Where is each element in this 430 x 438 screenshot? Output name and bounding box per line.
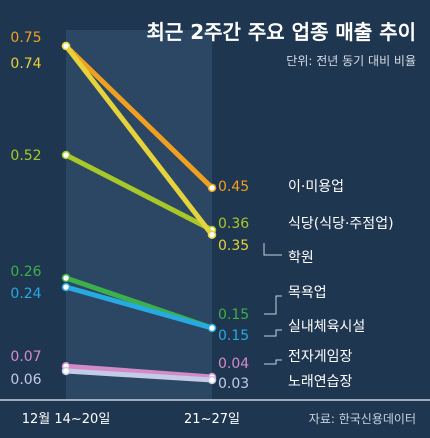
series-line-6 — [63, 368, 215, 383]
value-label-4-0: 0.24 — [10, 286, 41, 302]
value-label-1-0: 0.52 — [10, 148, 41, 164]
leader-line-4 — [264, 329, 282, 337]
leader-line-3 — [264, 295, 282, 315]
series-name-label-1: 식당(식당·주점업) — [288, 216, 394, 232]
series-line-4 — [63, 284, 215, 331]
series-name-label-0: 이·미용업 — [288, 179, 344, 195]
data-point-4-0 — [61, 282, 71, 292]
series-name-label-5: 전자게임장 — [288, 349, 353, 365]
data-point-6-0 — [61, 366, 71, 376]
series-name-label-6: 노래연습장 — [288, 374, 353, 390]
data-point-0-1 — [207, 183, 217, 193]
series-line-1 — [63, 152, 215, 233]
value-label-1-1: 0.36 — [218, 216, 249, 232]
data-point-4-1 — [207, 323, 217, 333]
series-line-2 — [63, 43, 215, 238]
value-label-2-0: 0.74 — [10, 56, 41, 72]
value-label-3-1: 0.15 — [218, 307, 249, 323]
value-label-3-0: 0.26 — [10, 264, 41, 280]
leader-line-5 — [264, 359, 282, 365]
x-tick-label-1: 21~27일 — [184, 412, 240, 427]
value-label-6-0: 0.06 — [10, 372, 41, 388]
value-label-2-1: 0.35 — [218, 238, 249, 254]
series-name-label-4: 실내체육시설 — [288, 319, 365, 335]
series-line-5 — [63, 363, 215, 380]
x-tick-label-0: 12월 14~20일 — [22, 412, 111, 427]
chart-title: 최근 2주간 주요 업종 매출 추이 — [146, 20, 416, 44]
value-label-0-1: 0.45 — [218, 179, 249, 195]
value-label-5-1: 0.04 — [218, 356, 249, 372]
data-point-6-1 — [207, 375, 217, 385]
chart-subtitle: 단위: 전년 동기 대비 비율 — [286, 54, 416, 68]
value-label-4-1: 0.15 — [218, 328, 249, 344]
data-point-2-0 — [61, 41, 71, 51]
plot-area: 0.75 0.45 이·미용업 0.52 0.36 식당(식당·주점업) 0.74 0.35 학… — [10, 30, 393, 392]
series-name-label-3: 목욕업 — [288, 285, 327, 301]
data-point-1-0 — [61, 150, 71, 160]
data-point-2-1 — [207, 230, 217, 240]
series-line-0 — [63, 43, 215, 191]
leader-line-2 — [263, 243, 282, 256]
period-band — [66, 30, 212, 400]
value-label-5-0: 0.07 — [10, 349, 41, 365]
value-label-6-1: 0.03 — [218, 376, 249, 392]
data-point-3-0 — [61, 273, 71, 283]
source-note: 자료: 한국신용데이터 — [309, 412, 416, 426]
series-name-label-2: 학원 — [288, 250, 314, 266]
value-label-0-0: 0.75 — [10, 30, 41, 46]
